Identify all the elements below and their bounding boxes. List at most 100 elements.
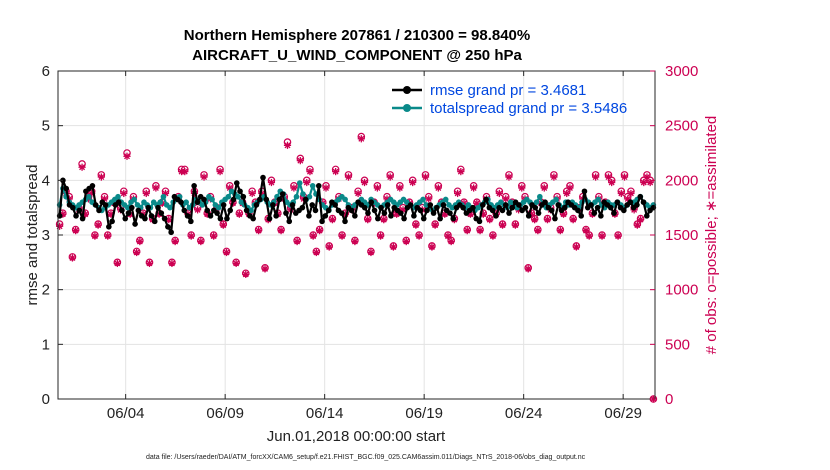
series-point-rmse xyxy=(256,196,263,203)
obs-assimilated-point xyxy=(463,227,471,235)
series-point-rmse xyxy=(621,207,627,214)
y-tick-label: 3 xyxy=(42,227,50,244)
obs-assimilated-point xyxy=(68,254,77,262)
series-point-rmse xyxy=(401,215,407,222)
series-point-rmse xyxy=(158,210,165,216)
obs-assimilated-point xyxy=(409,178,417,187)
obs-assimilated-point xyxy=(556,227,564,235)
obs-assimilated-point xyxy=(332,167,340,176)
obs-assimilated-point xyxy=(293,237,301,246)
obs-assimilated-point xyxy=(633,221,641,229)
series-point-rmse xyxy=(253,202,260,208)
obs-assimilated-point xyxy=(290,184,298,192)
series-point-rmse xyxy=(411,213,417,219)
obs-assimilated-point xyxy=(444,232,452,240)
series-point-rmse xyxy=(155,204,161,211)
series-point-rmse xyxy=(69,204,76,211)
y-tick-label: 6 xyxy=(42,63,50,80)
series-point-rmse xyxy=(230,196,237,203)
y-axis-left: 0 1 2 3 4 5 6 xyxy=(42,63,63,408)
series-point-rmse xyxy=(279,191,286,197)
series-point-rmse xyxy=(578,213,584,219)
y-axis-right-label: # of obs: o=possible; ∗=assimilated xyxy=(703,116,720,355)
obs-assimilated-point xyxy=(351,237,359,246)
series-point-rmse xyxy=(89,183,96,189)
series-point-rmse xyxy=(325,207,332,214)
series-point-rmse xyxy=(479,202,486,208)
series-point-rmse xyxy=(201,196,207,203)
obs-assimilated-point xyxy=(303,178,311,187)
series-point-rmse xyxy=(637,193,644,200)
x-tick-label: 06/24 xyxy=(505,405,543,422)
series-point-rmse xyxy=(266,215,273,222)
obs-assimilated-point xyxy=(434,184,442,192)
series-point-rmse xyxy=(614,199,621,205)
obs-assimilated-point xyxy=(104,232,112,240)
obs-assimilated-point xyxy=(72,227,80,235)
series-point-rmse xyxy=(283,210,289,216)
series-point-rmse xyxy=(607,204,614,211)
series-point-rmse xyxy=(315,183,322,189)
x-axis: 06/04 06/09 06/14 06/19 06/24 06/29 xyxy=(107,71,642,422)
series-point-rmse xyxy=(643,213,650,219)
obs-assimilated-point xyxy=(145,259,154,268)
obs-assimilated-point xyxy=(197,237,205,246)
y-tick-label: 0 xyxy=(42,391,50,408)
series-point-rmse xyxy=(319,218,325,225)
series-point-rmse xyxy=(165,224,171,230)
obs-assimilated-point xyxy=(476,227,484,235)
series-point-rmse xyxy=(516,202,522,208)
obs-assimilated-point xyxy=(120,189,128,198)
series-point-rmse xyxy=(132,221,138,227)
obs-assimilated-point xyxy=(312,248,320,257)
obs-assimilated-point xyxy=(357,135,365,143)
series-point-rmse xyxy=(611,210,617,216)
series-point-totalspread xyxy=(215,204,222,211)
obs-assimilated-point xyxy=(524,265,532,273)
series-point-rmse xyxy=(302,196,309,203)
x-tick-label: 06/04 xyxy=(107,405,145,422)
series-point-rmse xyxy=(135,207,142,214)
series-point-rmse xyxy=(129,204,135,211)
series-point-rmse xyxy=(184,213,191,219)
obs-assimilated-point xyxy=(216,167,224,176)
series-point-totalspread xyxy=(533,199,540,205)
obs-assimilated-point xyxy=(617,189,625,198)
series-point-totalspread xyxy=(86,193,92,200)
series-point-rmse xyxy=(63,185,70,192)
obs-assimilated-point xyxy=(152,184,160,192)
series-point-rmse xyxy=(73,213,79,219)
obs-assimilated-point xyxy=(627,189,635,198)
series-point-rmse xyxy=(352,213,358,219)
series-point-totalspread xyxy=(131,196,138,203)
y-tick-label: 1 xyxy=(42,336,50,353)
series-point-rmse xyxy=(237,188,243,195)
series-point-rmse xyxy=(483,196,489,203)
obs-assimilated-point xyxy=(585,232,593,240)
obs-assimilated-point xyxy=(97,173,105,181)
obs-assimilated-point xyxy=(495,189,503,198)
series-point-rmse xyxy=(299,204,306,211)
series-point-rmse xyxy=(309,202,316,208)
series-point-rmse xyxy=(476,218,483,225)
series-point-rmse xyxy=(450,215,457,222)
series-point-rmse xyxy=(591,210,598,216)
series-point-rmse xyxy=(581,188,588,195)
series-point-rmse xyxy=(489,207,496,214)
y-right-tick-label: 500 xyxy=(665,336,690,353)
series-point-rmse xyxy=(142,215,148,222)
obs-assimilated-point xyxy=(360,178,369,187)
obs-assimilated-point xyxy=(643,173,651,181)
obs-assimilated-point xyxy=(608,178,616,187)
series-point-rmse xyxy=(243,207,250,214)
series-point-rmse xyxy=(322,213,329,219)
series-point-rmse xyxy=(561,204,568,211)
series-point-totalspread xyxy=(225,193,232,200)
obs-assimilated-point xyxy=(402,237,410,246)
obs-assimilated-point xyxy=(498,221,507,229)
obs-assimilated-point xyxy=(511,221,519,229)
obs-assimilated-point xyxy=(222,248,231,257)
series-point-rmse xyxy=(509,204,516,211)
series-point-rmse xyxy=(286,218,293,225)
y-right-tick-label: 1500 xyxy=(665,227,698,244)
